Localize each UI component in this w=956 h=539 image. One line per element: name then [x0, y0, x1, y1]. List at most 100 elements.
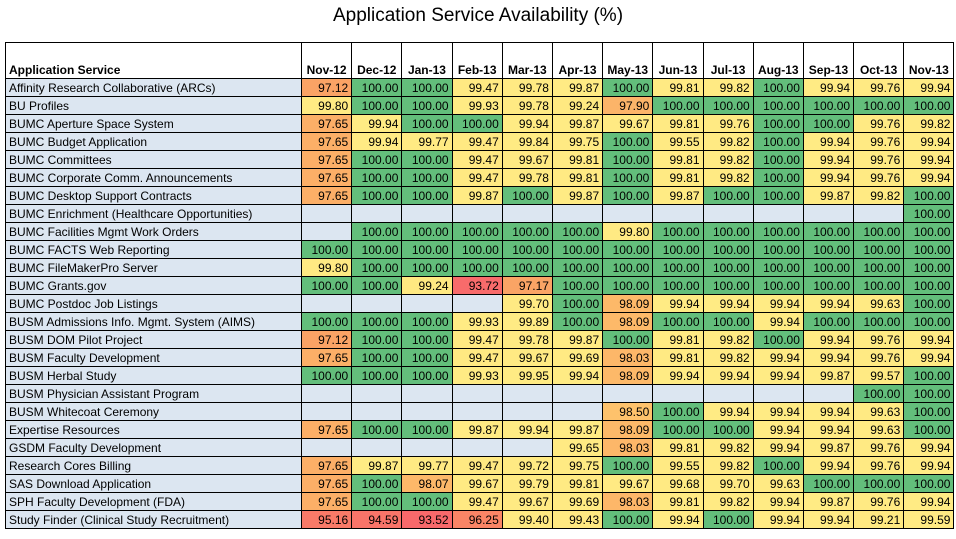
table-row: BUMC Enrichment (Healthcare Opportunitie…	[5, 204, 955, 223]
availability-cell: 100.00	[351, 222, 403, 241]
availability-cell: 99.76	[853, 150, 905, 169]
availability-cell: 99.87	[551, 420, 604, 439]
column-header: Feb-13	[451, 42, 503, 79]
availability-cell: 97.12	[300, 330, 353, 349]
availability-cell: 100.00	[501, 240, 553, 259]
availability-cell: 97.17	[501, 276, 553, 295]
availability-cell: 99.76	[853, 492, 905, 511]
availability-cell	[351, 384, 403, 403]
table-row: SPH Faculty Development (FDA) 97.65 100.00…	[5, 492, 955, 511]
availability-cell: 99.93	[451, 96, 503, 115]
availability-cell: 99.82	[702, 348, 754, 367]
application-name: BUSM Whitecoat Ceremony	[5, 402, 302, 421]
availability-cell	[602, 204, 654, 223]
availability-cell: 99.94	[802, 420, 855, 439]
availability-cell: 100.00	[351, 348, 403, 367]
table-body: Affinity Research Collaborative (ARCs) 97…	[5, 78, 955, 529]
availability-cell: 99.87	[802, 492, 855, 511]
availability-cell: 100.00	[401, 186, 453, 205]
availability-cell: 100.00	[853, 258, 905, 277]
availability-cell: 99.94	[802, 294, 855, 313]
availability-cell: 100.00	[702, 276, 754, 295]
availability-cell: 99.63	[853, 402, 905, 421]
availability-cell: 100.00	[903, 312, 955, 331]
availability-cell: 100.00	[853, 312, 905, 331]
availability-cell: 100.00	[551, 240, 604, 259]
availability-cell: 100.00	[752, 222, 804, 241]
availability-cell: 98.03	[602, 492, 654, 511]
availability-cell: 100.00	[351, 186, 403, 205]
availability-cell: 100.00	[853, 276, 905, 295]
availability-cell	[300, 204, 353, 223]
availability-cell: 100.00	[802, 276, 855, 295]
availability-cell: 99.81	[551, 150, 604, 169]
availability-cell	[451, 294, 503, 313]
availability-cell: 99.93	[451, 312, 503, 331]
availability-cell: 99.94	[752, 366, 804, 385]
availability-cell	[501, 402, 553, 421]
row-header: Application Service	[5, 42, 302, 79]
availability-cell: 100.00	[351, 150, 403, 169]
availability-cell: 99.87	[802, 186, 855, 205]
availability-cell: 99.94	[501, 114, 553, 133]
availability-cell: 99.40	[501, 510, 553, 529]
availability-cell: 99.87	[451, 420, 503, 439]
availability-cell: 99.82	[702, 330, 754, 349]
availability-cell: 99.67	[501, 348, 553, 367]
availability-cell: 99.63	[853, 294, 905, 313]
availability-cell: 100.00	[401, 114, 453, 133]
availability-cell: 99.94	[652, 366, 704, 385]
availability-cell	[300, 294, 353, 313]
availability-cell: 99.94	[802, 78, 855, 97]
availability-cell	[652, 384, 704, 403]
availability-cell: 99.80	[300, 96, 353, 115]
availability-cell: 100.00	[351, 96, 403, 115]
availability-cell	[451, 402, 503, 421]
table-row: BUMC Grants.gov 100.00 100.00 99.24 93.72 97.…	[5, 276, 955, 295]
column-header: Jul-13	[702, 42, 754, 79]
application-name: BU Profiles	[5, 96, 302, 115]
availability-cell: 100.00	[451, 240, 503, 259]
table-row: BUSM Admissions Info. Mgmt. System (AIMS…	[5, 312, 955, 331]
availability-cell: 99.95	[501, 366, 553, 385]
application-name: SPH Faculty Development (FDA)	[5, 492, 302, 511]
availability-cell: 99.55	[652, 456, 704, 475]
availability-cell: 100.00	[501, 222, 553, 241]
availability-cell: 100.00	[351, 276, 403, 295]
availability-cell: 97.65	[300, 420, 353, 439]
availability-cell: 99.76	[702, 114, 754, 133]
availability-cell: 99.67	[501, 150, 553, 169]
table-row: BUMC Facilities Mgmt Work Orders 100.00 10…	[5, 222, 955, 241]
availability-cell: 100.00	[652, 276, 704, 295]
availability-cell: 100.00	[351, 168, 403, 187]
availability-cell: 100.00	[551, 294, 604, 313]
availability-cell: 99.87	[551, 114, 604, 133]
column-header: Mar-13	[501, 42, 553, 79]
availability-cell	[401, 402, 453, 421]
availability-cell	[652, 204, 704, 223]
table-row: BUSM DOM Pilot Project 97.12 100.00 100.00 9…	[5, 330, 955, 349]
availability-cell: 99.93	[451, 366, 503, 385]
availability-cell: 99.94	[652, 294, 704, 313]
availability-cell: 97.65	[300, 150, 353, 169]
application-name: Study Finder (Clinical Study Recruitment…	[5, 510, 302, 529]
availability-cell: 99.55	[652, 132, 704, 151]
availability-cell: 100.00	[602, 330, 654, 349]
availability-cell: 99.94	[351, 114, 403, 133]
availability-cell	[501, 204, 553, 223]
availability-cell: 100.00	[853, 222, 905, 241]
application-name: BUSM Herbal Study	[5, 366, 302, 385]
availability-cell: 100.00	[401, 96, 453, 115]
application-name: BUMC Grants.gov	[5, 276, 302, 295]
table-row: Research Cores Billing 97.65 99.87 99.77 99.…	[5, 456, 955, 475]
availability-cell: 100.00	[752, 78, 804, 97]
availability-cell: 98.03	[602, 438, 654, 457]
availability-cell	[702, 204, 754, 223]
availability-cell: 99.76	[853, 330, 905, 349]
availability-cell: 100.00	[652, 240, 704, 259]
availability-cell	[451, 384, 503, 403]
availability-cell: 100.00	[401, 366, 453, 385]
availability-cell: 100.00	[802, 240, 855, 259]
column-header: Jun-13	[652, 42, 704, 79]
availability-cell: 99.70	[501, 294, 553, 313]
